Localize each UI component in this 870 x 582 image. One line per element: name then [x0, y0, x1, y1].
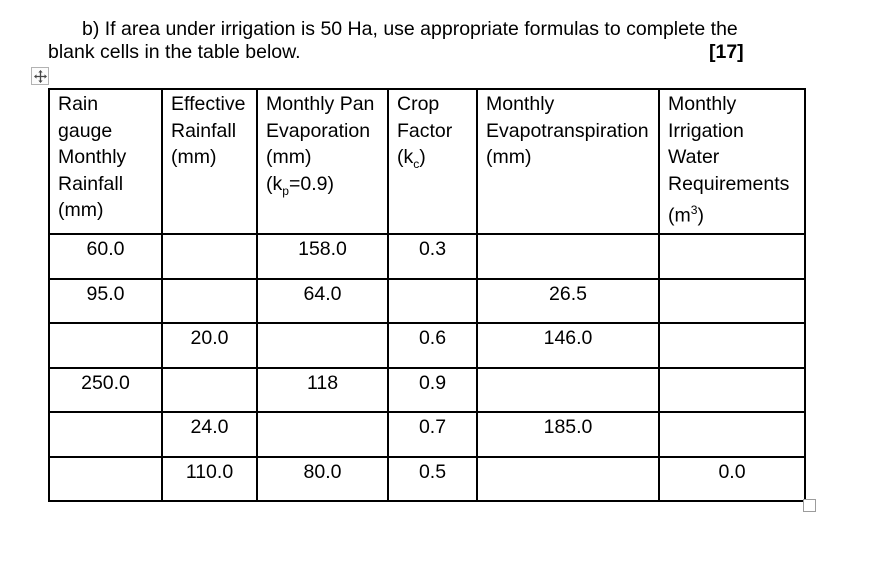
table-cell[interactable]	[48, 455, 163, 502]
table-cell[interactable]: 95.0	[48, 277, 163, 324]
column-label: Rain gauge Monthly Rainfall (mm)	[58, 93, 127, 221]
column-label: Crop Factor (k	[397, 93, 453, 168]
table-cell[interactable]: 0.0	[658, 455, 806, 502]
table-cell[interactable]	[387, 277, 478, 324]
column-label: Monthly Evapotranspiration (mm)	[486, 93, 649, 168]
table-cell[interactable]: 0.3	[387, 233, 478, 280]
marks-badge: [17]	[709, 41, 744, 63]
table-move-handle[interactable]	[31, 67, 49, 85]
column-label-tail: )	[419, 146, 426, 168]
table-cell[interactable]	[256, 411, 389, 458]
table-resize-handle[interactable]	[803, 499, 816, 512]
table-cell[interactable]: 20.0	[161, 322, 258, 369]
superscript-3: 3	[690, 203, 698, 217]
table-cell[interactable]	[658, 322, 806, 369]
header-cell-rain-gauge-rainfall[interactable]: Rain gauge Monthly Rainfall (mm)	[48, 88, 163, 235]
table-cell[interactable]: 24.0	[161, 411, 258, 458]
table-cell[interactable]	[161, 366, 258, 413]
table-row: 110.0 80.0 0.5 0.0	[48, 455, 806, 502]
column-label: Monthly Irrigation Water Requirements (m	[668, 93, 790, 227]
irrigation-table: Rain gauge Monthly Rainfall (mm) Effecti…	[48, 88, 806, 502]
subscript-p: p	[282, 183, 289, 198]
table-cell[interactable]: 0.5	[387, 455, 478, 502]
subscript-c: c	[413, 156, 420, 171]
table-cell[interactable]	[658, 233, 806, 280]
table-cell[interactable]: 118	[256, 366, 389, 413]
table-cell[interactable]	[476, 366, 660, 413]
column-label: Monthly Pan Evaporation (mm) (k	[266, 93, 375, 195]
header-cell-evapotranspiration[interactable]: Monthly Evapotranspiration (mm)	[476, 88, 660, 235]
table-cell[interactable]: 158.0	[256, 233, 389, 280]
header-cell-crop-factor[interactable]: Crop Factor (kc)	[387, 88, 478, 235]
question-paragraph: b) If area under irrigation is 50 Ha, us…	[48, 18, 738, 63]
table-cell[interactable]	[658, 277, 806, 324]
table-row: 20.0 0.6 146.0	[48, 322, 806, 369]
header-row: Rain gauge Monthly Rainfall (mm) Effecti…	[48, 88, 806, 235]
table-row: 95.0 64.0 26.5	[48, 277, 806, 324]
table-cell[interactable]	[256, 322, 389, 369]
table-row: 60.0 158.0 0.3	[48, 233, 806, 280]
table-cell[interactable]: 110.0	[161, 455, 258, 502]
table-cell[interactable]: 250.0	[48, 366, 163, 413]
question-line-1: b) If area under irrigation is 50 Ha, us…	[82, 18, 738, 40]
table-cell[interactable]: 146.0	[476, 322, 660, 369]
column-label: Effective Rainfall (mm)	[171, 93, 246, 168]
header-cell-irrigation-water-requirements[interactable]: Monthly Irrigation Water Requirements (m…	[658, 88, 806, 235]
table-cell[interactable]: 185.0	[476, 411, 660, 458]
question-line-2: blank cells in the table below.	[48, 40, 301, 63]
table-cell[interactable]	[161, 233, 258, 280]
table-cell[interactable]	[161, 277, 258, 324]
move-icon	[33, 69, 47, 83]
table-cell[interactable]: 0.9	[387, 366, 478, 413]
table-cell[interactable]	[658, 411, 806, 458]
table-cell[interactable]: 80.0	[256, 455, 389, 502]
table-cell[interactable]: 64.0	[256, 277, 389, 324]
table-cell[interactable]: 0.6	[387, 322, 478, 369]
table-cell[interactable]	[48, 322, 163, 369]
table-cell[interactable]	[658, 366, 806, 413]
table-cell[interactable]: 0.7	[387, 411, 478, 458]
table-cell[interactable]	[48, 411, 163, 458]
table-row: 250.0 118 0.9	[48, 366, 806, 413]
column-label-tail: =0.9)	[288, 172, 334, 195]
table-row: 24.0 0.7 185.0	[48, 411, 806, 458]
column-label-tail: )	[697, 204, 704, 227]
header-cell-pan-evaporation[interactable]: Monthly Pan Evaporation (mm) (kp=0.9)	[256, 88, 389, 235]
table-cell[interactable]: 60.0	[48, 233, 163, 280]
header-cell-effective-rainfall[interactable]: Effective Rainfall (mm)	[161, 88, 258, 235]
table-cell[interactable]: 26.5	[476, 277, 660, 324]
table-cell[interactable]	[476, 233, 660, 280]
table-cell[interactable]	[476, 455, 660, 502]
